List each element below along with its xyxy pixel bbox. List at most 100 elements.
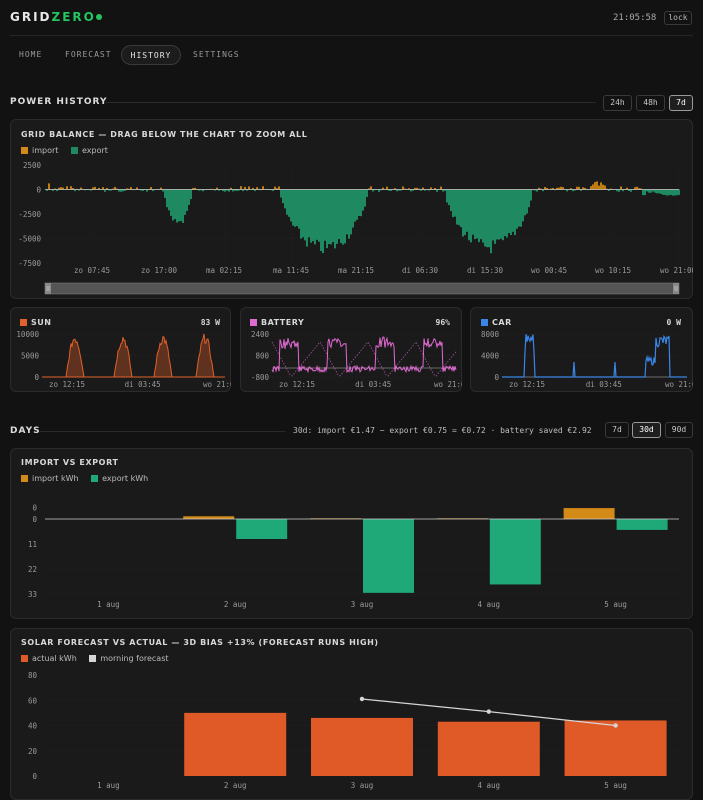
- tab-settings[interactable]: SETTINGS: [193, 50, 240, 59]
- zoom-handle-left[interactable]: [45, 283, 51, 294]
- legend-export-kwh[interactable]: export kWh: [91, 474, 148, 483]
- tab-home[interactable]: HOME: [19, 50, 43, 59]
- range-30d-button[interactable]: 30d: [632, 422, 661, 438]
- export-bar: [242, 189, 244, 192]
- export-bar: [330, 189, 332, 245]
- import-bar: [430, 187, 432, 190]
- export-bar: [228, 189, 230, 192]
- export-bar: [536, 189, 538, 192]
- legend-import-kwh[interactable]: import kWh: [21, 474, 79, 483]
- import-bar: [244, 186, 246, 190]
- import-bar: [636, 186, 638, 190]
- export-bar: [294, 189, 296, 227]
- export-bar: [186, 189, 188, 212]
- export-bar: [350, 189, 352, 235]
- lock-button[interactable]: lock: [664, 11, 692, 25]
- export-bar: [354, 189, 356, 222]
- import-bar: [160, 187, 162, 190]
- export-bar: [450, 189, 452, 212]
- range-48h-button[interactable]: 48h: [636, 95, 665, 111]
- export-bar: [488, 189, 490, 248]
- export-bar: [366, 189, 368, 197]
- range-90d-button[interactable]: 90d: [665, 422, 693, 438]
- export-bar: [502, 189, 504, 241]
- tab-forecast[interactable]: FORECAST: [65, 50, 112, 59]
- export-bar: [678, 189, 680, 195]
- import-bar: [183, 516, 235, 519]
- sun-label: SUN: [20, 318, 51, 327]
- export-bar: [446, 189, 448, 203]
- car-value: 0 W: [666, 318, 681, 327]
- export-bar: [572, 189, 574, 192]
- export-bar: [214, 189, 216, 191]
- range-7d-days-button[interactable]: 7d: [605, 422, 629, 438]
- export-bar: [530, 189, 532, 201]
- export-bar: [188, 189, 190, 205]
- battery-label: BATTERY: [250, 318, 304, 327]
- export-bar: [498, 189, 500, 240]
- export-bar: [292, 189, 294, 226]
- export-bar: [646, 189, 648, 192]
- export-bar: [362, 189, 364, 211]
- export-bar: [412, 189, 414, 191]
- legend-import[interactable]: import: [21, 146, 58, 155]
- export-bar: [520, 189, 522, 227]
- export-bar: [122, 189, 124, 192]
- export-bar: [470, 189, 472, 243]
- legend-export[interactable]: export: [70, 146, 108, 155]
- y-tick-label: 33: [28, 590, 37, 599]
- export-bar: [662, 189, 664, 195]
- export-bar: [284, 189, 286, 209]
- x-tick-label: ma 11:45: [273, 266, 309, 275]
- export-bar: [344, 189, 346, 244]
- export-bar: [304, 189, 306, 241]
- export-bar: [190, 189, 192, 200]
- import-bar: [72, 188, 74, 190]
- export-bar: [528, 189, 530, 208]
- zoom-slider-track[interactable]: [44, 282, 680, 295]
- import-bar: [594, 182, 596, 190]
- export-bar: [442, 189, 444, 192]
- y-tick-label: 60: [28, 696, 38, 705]
- export-bar: [464, 189, 466, 236]
- legend-morning-forecast[interactable]: morning forecast: [89, 654, 169, 663]
- import-bar: [550, 188, 552, 190]
- x-tick-label: 2 aug: [224, 600, 247, 609]
- zoom-handle-right[interactable]: [673, 283, 679, 294]
- x-tick-label: ma 02:15: [206, 266, 242, 275]
- import-bar: [600, 182, 602, 190]
- battery-chart: 2400 800 -800 zo 12:15 di 03:45 wo 21:00: [251, 330, 462, 389]
- import-bar: [126, 188, 128, 190]
- export-bar: [280, 189, 282, 198]
- import-bar: [276, 188, 278, 190]
- import-bar: [194, 187, 196, 190]
- clock: 21:05:58: [613, 13, 657, 23]
- export-bar: [182, 189, 184, 223]
- forecast-point: [613, 723, 618, 728]
- import-bar: [256, 187, 258, 190]
- export-bar: [400, 189, 402, 191]
- x-tick-label: di 15:30: [467, 266, 504, 275]
- export-bar: [444, 189, 446, 191]
- tab-history[interactable]: HISTORY: [121, 45, 181, 65]
- import-export-card: [10, 448, 693, 619]
- car-power-line: [502, 334, 687, 378]
- import-bar: [278, 186, 280, 190]
- export-bar: [52, 189, 54, 191]
- export-bar: [298, 189, 300, 229]
- legend-actual-kwh[interactable]: actual kWh: [21, 654, 77, 663]
- range-7d-button[interactable]: 7d: [669, 95, 693, 111]
- import-bar: [368, 188, 370, 190]
- import-bar: [584, 187, 586, 190]
- export-bar: [460, 189, 462, 228]
- export-bar: [328, 189, 330, 244]
- import-bar: [216, 187, 218, 190]
- power-history-title: POWER HISTORY: [10, 97, 108, 107]
- import-bar: [556, 187, 558, 190]
- range-24h-button[interactable]: 24h: [603, 95, 632, 111]
- export-bar: [668, 189, 670, 196]
- export-bar: [574, 189, 576, 191]
- car-chart: 8000 4000 0 zo 12:15 di 03:45 wo 21:00: [481, 330, 693, 389]
- y-tick-label: 0: [32, 772, 37, 781]
- section-divider: [106, 102, 596, 103]
